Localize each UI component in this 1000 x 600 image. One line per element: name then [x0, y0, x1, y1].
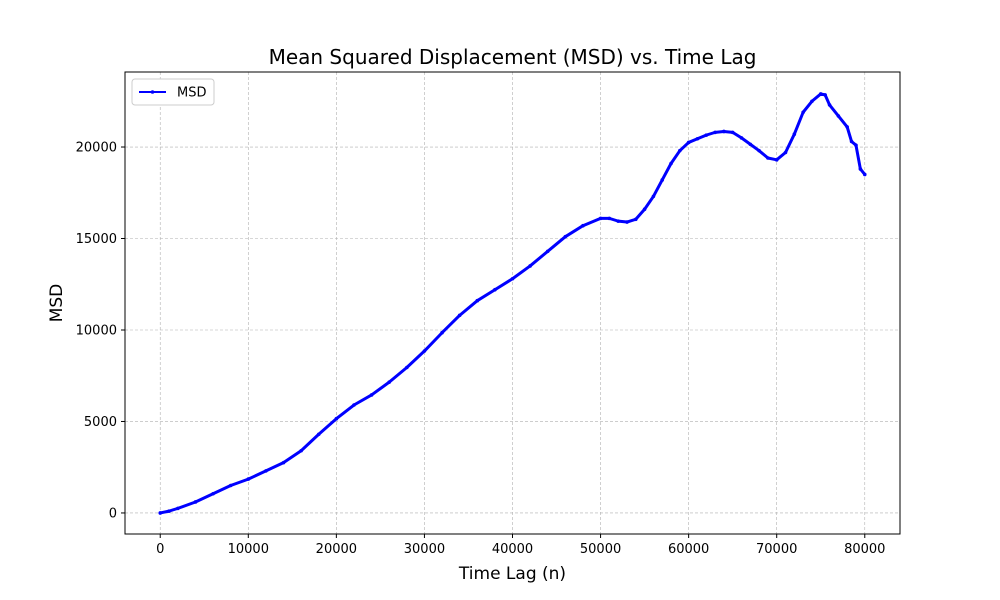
data-point: [695, 136, 700, 141]
data-point: [228, 483, 233, 488]
data-point: [616, 219, 620, 223]
data-point: [858, 167, 863, 171]
legend-marker-swatch: [150, 90, 155, 94]
data-point: [801, 110, 805, 115]
data-point: [167, 509, 171, 513]
data-point: [264, 469, 268, 473]
y-tick-label: 15000: [76, 232, 117, 247]
legend-box: [131, 78, 215, 106]
data-point: [766, 156, 770, 160]
x-tick-label: 50000: [580, 542, 621, 557]
data-point: [299, 448, 303, 453]
data-point: [783, 150, 788, 155]
data-point: [281, 460, 286, 465]
x-tick-label: 20000: [316, 542, 357, 557]
x-tick-label: 70000: [756, 542, 797, 557]
data-point: [510, 276, 515, 281]
data-point: [730, 130, 735, 135]
data-point: [625, 220, 629, 224]
y-tick-label: 20000: [76, 141, 117, 156]
data-point: [810, 99, 814, 104]
x-tick-label: 10000: [228, 542, 269, 557]
chart-title: Mean Squared Displacement (MSD) vs. Time…: [269, 45, 757, 69]
series-line-msd: [158, 92, 867, 515]
x-axis-ticks: 0 10000 20000 30000 40000 50000 60000 70000 8000…: [156, 534, 885, 557]
data-point: [660, 178, 665, 182]
data-point: [836, 114, 841, 118]
data-point: [792, 132, 797, 137]
data-point: [642, 207, 647, 212]
data-point: [774, 158, 779, 162]
data-point: [528, 264, 532, 268]
y-tick-label: 10000: [76, 323, 117, 338]
data-point: [818, 92, 823, 96]
series-layer: [158, 92, 867, 515]
y-tick-label: 0: [109, 506, 117, 521]
data-point: [176, 506, 180, 511]
data-point: [854, 143, 858, 147]
data-point: [739, 136, 744, 140]
data-point: [823, 93, 827, 97]
data-point: [422, 349, 427, 353]
data-point: [387, 380, 392, 384]
data-point: [158, 511, 163, 515]
data-point: [598, 216, 603, 221]
y-axis-ticks: 0 5000 10000 15000 20000: [76, 141, 125, 521]
data-point: [669, 161, 673, 166]
data-point: [405, 365, 409, 370]
data-point: [211, 491, 215, 496]
data-point: [369, 393, 374, 397]
grid-lines: [125, 72, 900, 534]
y-axis-label: MSD: [47, 284, 67, 323]
data-point: [457, 313, 462, 318]
data-point: [607, 216, 612, 221]
x-tick-label: 80000: [844, 542, 885, 557]
data-point: [581, 223, 585, 228]
x-tick-label: 0: [156, 542, 164, 557]
data-point: [475, 298, 480, 303]
data-point: [634, 217, 638, 222]
data-point: [352, 403, 356, 407]
x-tick-label: 40000: [492, 542, 533, 557]
data-point: [678, 148, 682, 153]
data-point: [722, 129, 726, 134]
data-point: [316, 432, 321, 437]
legend-label-msd: MSD: [177, 86, 206, 101]
data-point: [704, 133, 709, 137]
x-tick-label: 30000: [404, 542, 445, 557]
data-point: [748, 142, 753, 147]
y-tick-label: 5000: [84, 415, 117, 430]
data-point: [651, 194, 656, 199]
data-point: [686, 140, 691, 145]
data-point: [862, 172, 867, 177]
data-point: [849, 139, 854, 144]
data-point: [827, 103, 832, 107]
data-point: [246, 477, 251, 481]
data-point: [545, 249, 550, 254]
data-point: [757, 148, 761, 153]
legend: MSD: [131, 78, 215, 106]
x-tick-label: 60000: [668, 542, 709, 557]
x-axis-label: Time Lag (n): [458, 564, 566, 584]
data-point: [493, 287, 497, 292]
data-point: [845, 125, 849, 129]
data-point: [440, 330, 444, 335]
data-point: [193, 500, 198, 504]
data-point: [563, 234, 568, 239]
data-point: [334, 416, 339, 421]
data-point: [713, 130, 717, 135]
